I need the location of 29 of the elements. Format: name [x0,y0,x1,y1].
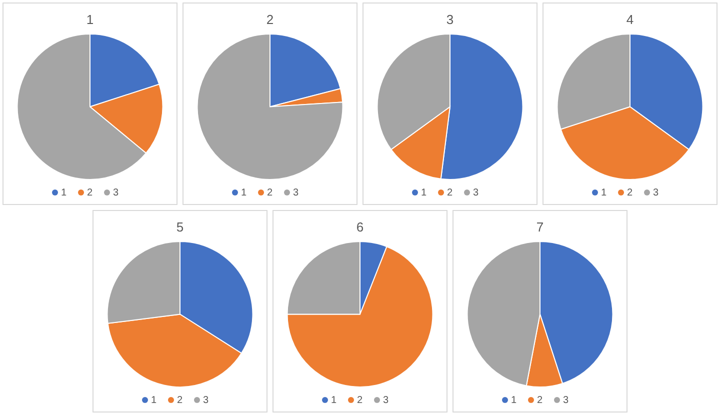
legend-label: 3 [383,395,389,406]
slice-label: 1 [86,12,94,27]
legend-label: 2 [537,395,543,406]
legend-label: 3 [563,395,569,406]
legend-label: 1 [151,395,157,406]
legend-label: 3 [113,188,119,198]
chart-title: 4 [626,12,634,27]
chart-title: 6 [356,220,364,234]
legend-label: 3 [653,188,659,198]
chart-title: 7 [536,220,544,234]
pie-slice [196,34,344,180]
legend-label: 2 [267,188,273,198]
legend-label: 2 [87,188,93,198]
legend-label: 1 [241,188,247,198]
legend-label: 3 [473,188,479,198]
legend-label: 1 [61,188,67,198]
legend-label: 1 [421,188,427,198]
legend-label: 1 [511,395,517,406]
legend-label: 2 [627,188,633,198]
legend-label: 1 [601,188,607,198]
chart-title: 5 [176,220,184,234]
legend-label: 2 [447,188,453,198]
legend-label: 2 [177,395,183,406]
legend-label: 3 [203,395,209,406]
legend-label: 2 [357,395,363,406]
legend-label: 1 [331,395,337,406]
legend-label: 3 [293,188,299,198]
slice-label: 3 [446,12,454,27]
chart-title: 2 [266,12,274,27]
